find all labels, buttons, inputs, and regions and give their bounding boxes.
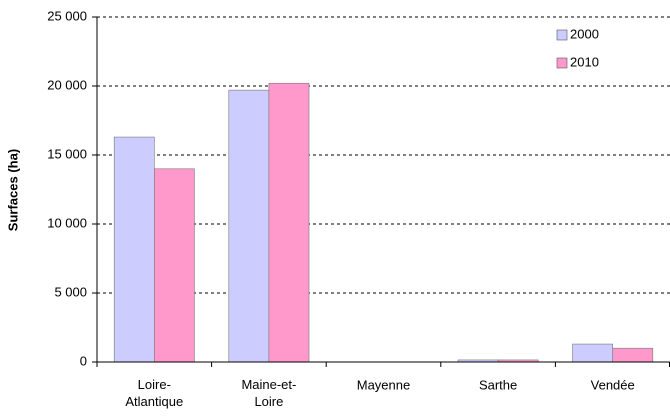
legend-swatch — [556, 57, 568, 69]
y-tick-label: 25 000 — [47, 8, 87, 23]
y-axis-label: Surfaces (ha) — [5, 149, 20, 231]
bar — [228, 89, 270, 363]
legend-label: 2010 — [570, 54, 599, 69]
y-tick-label: 20 000 — [47, 77, 87, 92]
bar — [154, 168, 195, 363]
legend-swatch — [556, 29, 568, 41]
y-tick-label: 15 000 — [47, 146, 87, 161]
x-tick-label: Mayenne — [357, 377, 410, 392]
y-tick-label: 10 000 — [47, 215, 87, 230]
x-tick-label: Sarthe — [479, 377, 517, 392]
y-tick-label: 0 — [80, 353, 87, 368]
bar — [572, 343, 614, 363]
bar — [268, 82, 310, 363]
x-tick-label: Loire-Atlantique — [125, 377, 183, 409]
x-tick-label: Maine-et-Loire — [241, 377, 296, 409]
bar — [612, 347, 654, 363]
legend-label: 2000 — [570, 26, 599, 41]
x-tick-label: Vendée — [591, 377, 635, 392]
bar — [113, 136, 155, 363]
y-tick-label: 5 000 — [54, 284, 87, 299]
